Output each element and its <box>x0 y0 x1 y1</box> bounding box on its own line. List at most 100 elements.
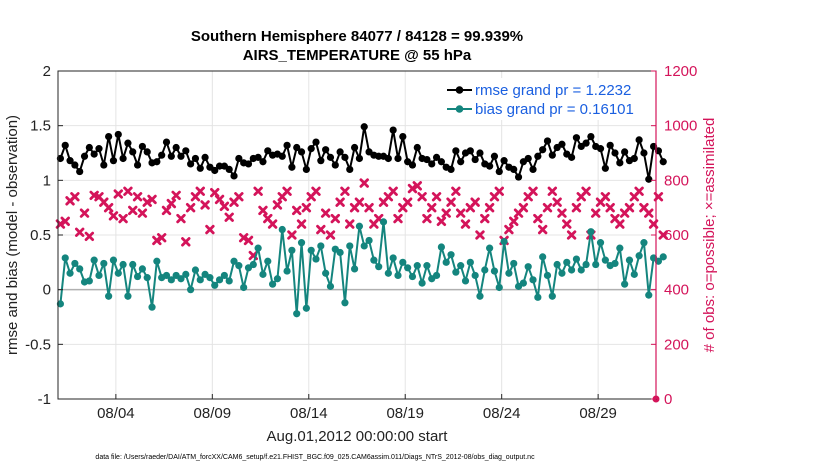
rmse-point <box>153 158 161 166</box>
rmse-point <box>124 139 132 147</box>
rmse-point <box>230 172 238 180</box>
obs-assimilated-marker <box>504 224 514 235</box>
obs-assimilated-marker <box>494 186 504 196</box>
obs-assimilated-marker <box>335 197 345 207</box>
bias-point <box>235 262 243 270</box>
obs-assimilated-marker <box>219 201 230 211</box>
bias-point <box>558 269 566 277</box>
obs-assimilated-marker <box>311 186 321 196</box>
obs-assimilated-marker <box>537 224 548 235</box>
legend-box <box>443 78 653 120</box>
bias-point <box>457 262 465 270</box>
rmse-point <box>312 138 320 146</box>
legend: rmse grand pr = 1.2232 bias grand pr = 0… <box>443 78 653 120</box>
obs-assimilated-marker <box>301 202 312 213</box>
obs-assimilated-marker <box>267 219 278 229</box>
obs-assimilated-marker <box>345 219 355 229</box>
bias-point <box>109 256 118 264</box>
bias-point <box>394 271 402 280</box>
rmse-point <box>630 154 638 163</box>
bias-series <box>56 218 667 318</box>
obs-assimilated-marker <box>533 213 543 224</box>
bias-point <box>283 267 291 275</box>
x-axis-ticks: 08/04 08/09 08/14 08/19 08/24 08/29 <box>97 394 617 422</box>
bias-point <box>543 271 552 280</box>
bias-point <box>437 243 445 251</box>
obs-assimilated-marker <box>388 186 398 196</box>
rmse-point <box>341 153 349 161</box>
rmse-point <box>568 153 576 161</box>
x-tick-label: 08/09 <box>194 405 232 422</box>
obs-assimilated-marker <box>205 224 215 235</box>
bias-point <box>90 256 98 264</box>
obs-assimilated-marker <box>542 202 553 213</box>
rmse-point <box>640 149 648 157</box>
rmse-point <box>543 137 552 145</box>
obs-assimilated-marker <box>238 233 249 243</box>
rmse-point <box>177 152 185 160</box>
rmse-point <box>191 154 200 163</box>
rmse-point <box>495 167 503 176</box>
obs-assimilated-marker <box>557 208 567 218</box>
obs-assimilated-marker <box>644 208 654 218</box>
rmse-point <box>360 123 368 131</box>
bias-point <box>654 257 663 265</box>
bias-point <box>240 283 248 292</box>
rmse-point <box>264 147 272 155</box>
bias-point <box>230 257 238 265</box>
rmse-point <box>510 165 518 173</box>
rmse-point <box>129 148 137 156</box>
rmse-point <box>534 152 542 160</box>
bias-point <box>350 265 359 273</box>
obs-assimilated-marker <box>181 237 191 247</box>
bias-point <box>481 266 489 274</box>
y-tick-label: -0.5 <box>25 336 51 353</box>
bias-point <box>625 256 634 264</box>
rmse-point <box>85 143 93 152</box>
obs-assimilated-marker <box>113 189 123 199</box>
obs-assimilated-marker <box>431 192 442 202</box>
bias-point <box>177 275 185 283</box>
y-tick-label: -1 <box>38 391 51 408</box>
bias-point <box>370 256 378 264</box>
rmse-point <box>133 161 142 169</box>
rmse-point <box>457 158 465 166</box>
legend-bias-marker <box>455 105 464 113</box>
rmse-point <box>611 149 619 157</box>
bias-point <box>582 260 590 269</box>
rmse-point <box>138 142 146 151</box>
bias-point <box>85 277 93 285</box>
y-tick-label: 0.5 <box>30 227 51 244</box>
rmse-point <box>95 145 103 153</box>
rmse-point <box>490 152 499 160</box>
bias-point <box>495 283 503 292</box>
rmse-point <box>201 153 209 161</box>
rmse-point <box>158 151 166 159</box>
bias-point <box>471 271 479 280</box>
rmse-point <box>350 143 359 152</box>
bias-point <box>432 271 441 280</box>
bias-point <box>379 218 388 226</box>
y2-tick-label: 400 <box>664 282 689 299</box>
rmse-point <box>90 150 98 158</box>
obs-assimilated-marker <box>316 224 326 235</box>
bias-point <box>317 242 325 250</box>
obs-assimilated-marker <box>364 202 374 213</box>
rmse-point <box>66 157 74 165</box>
rmse-point <box>100 161 108 169</box>
bias-point <box>61 254 69 262</box>
obs-assimilated-marker <box>118 213 128 224</box>
rmse-point <box>486 162 494 170</box>
bias-point <box>534 293 542 301</box>
obs-assimilated-marker <box>518 202 529 213</box>
obs-assimilated-marker <box>600 192 611 202</box>
obs-assimilated-marker <box>427 202 437 213</box>
y2-tick-label: 800 <box>664 172 689 189</box>
rmse-point <box>355 154 364 163</box>
rmse-point <box>259 158 267 166</box>
rmse-point <box>447 165 455 173</box>
rmse-point <box>235 154 243 163</box>
bias-point <box>529 276 537 284</box>
bias-point <box>524 263 532 271</box>
obs-assimilated-marker <box>455 208 466 218</box>
